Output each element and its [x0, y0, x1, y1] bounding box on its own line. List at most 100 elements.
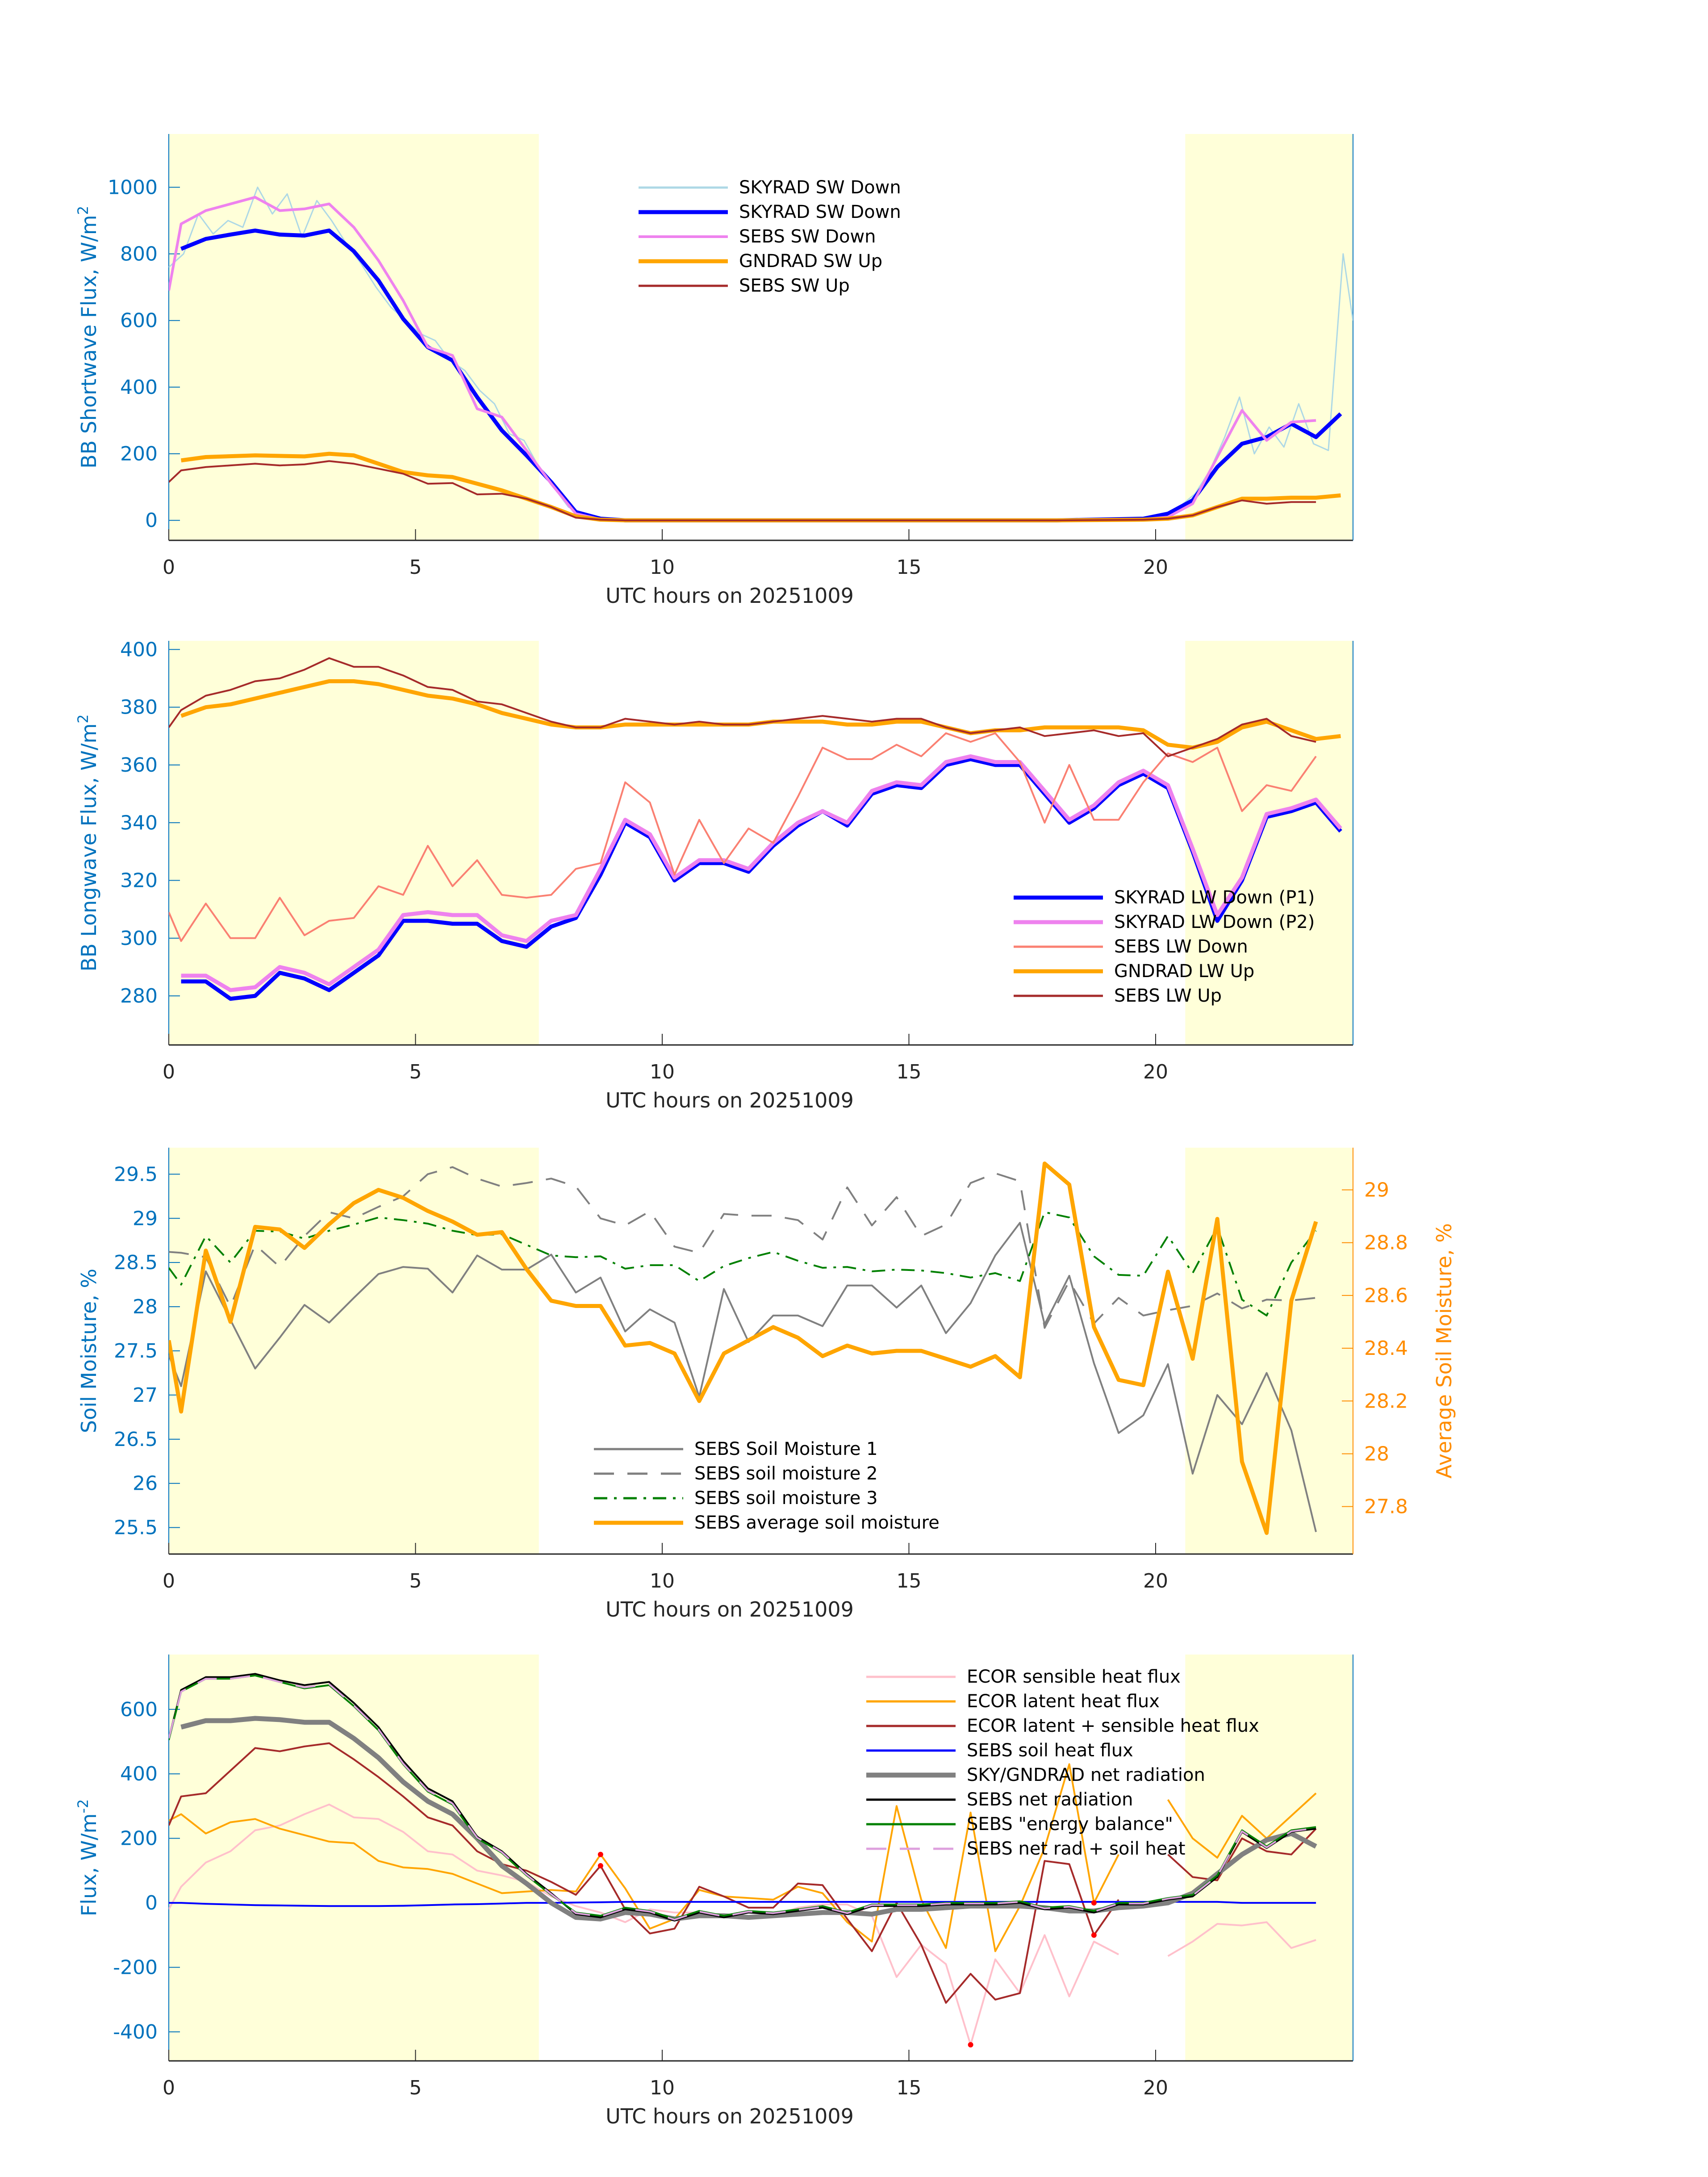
- y-tick-label: 26: [133, 1472, 158, 1495]
- data-flag-marker: [1091, 1900, 1097, 1906]
- y-axis-label-superscript: 2: [75, 714, 92, 723]
- y-tick-label: 400: [120, 638, 158, 661]
- x-axis-label: UTC hours on 20251009: [606, 584, 854, 608]
- legend-label: GNDRAD SW Up: [739, 251, 882, 272]
- y-axis-label: BB Shortwave Flux, W/m2: [75, 206, 101, 468]
- night-shade-region: [1185, 1148, 1353, 1554]
- series-line-sebs-lw-down: [169, 732, 1317, 942]
- y-tick-label: 27: [133, 1384, 158, 1407]
- y-tick-label: 280: [120, 985, 158, 1007]
- panel-energy-flux: 0 5 10 15 20 UTC hours on 20251009 -400 -200 0 20…: [75, 1655, 1353, 2128]
- series-line-sebs-soil-heat-flux: [169, 1901, 1316, 1907]
- y-tick-label: 400: [120, 1763, 158, 1785]
- y-tick-label: 0: [145, 509, 158, 532]
- series-line-sebs-lw-up: [169, 657, 1316, 757]
- x-tick-label: 5: [409, 1061, 422, 1083]
- x-tick-label: 20: [1143, 556, 1168, 579]
- x-tick-label: 0: [163, 1061, 175, 1083]
- y-axis-label-superscript: -2: [75, 1799, 92, 1813]
- legend-label: GNDRAD LW Up: [1114, 961, 1254, 982]
- y-tick-label-right: 29: [1364, 1179, 1389, 1202]
- legend-label: SEBS soil moisture 3: [694, 1488, 878, 1508]
- x-tick-label: 15: [897, 1061, 922, 1083]
- y-tick-label: 400: [120, 376, 158, 399]
- y-axis-label: Soil Moisture, %: [77, 1269, 101, 1433]
- legend-label: SEBS soil moisture 2: [694, 1463, 878, 1484]
- x-tick-label: 0: [163, 2077, 175, 2099]
- legend: SKYRAD LW Down (P1) SKYRAD LW Down (P2) SE…: [1014, 887, 1315, 1006]
- x-tick-label: 10: [650, 2077, 675, 2099]
- legend-label: SEBS net rad + soil heat: [967, 1839, 1186, 1859]
- x-tick-label: 15: [897, 556, 922, 579]
- y-axis-label: BB Longwave Flux, W/m2: [75, 714, 101, 971]
- legend-label: SEBS average soil moisture: [694, 1513, 940, 1533]
- y-tick-label-right: 28.8: [1364, 1232, 1408, 1254]
- series-line-sebs-average-soil-moisture: [169, 1162, 1318, 1535]
- y-tick-label: -400: [113, 2021, 158, 2043]
- x-tick-label: 10: [650, 1570, 675, 1592]
- night-shade-region: [169, 641, 539, 1045]
- series-line-sebs-net-rad-soil-heat: [169, 1674, 1316, 1921]
- data-flag-marker: [968, 2042, 973, 2047]
- legend-label: SEBS "energy balance": [967, 1814, 1173, 1834]
- y-tick-label: 340: [120, 811, 158, 834]
- x-tick-label: 5: [409, 2077, 422, 2099]
- legend-label: SKYRAD LW Down (P2): [1114, 912, 1315, 932]
- y-tick-label: 0: [145, 1892, 158, 1914]
- y-tick-label: 1000: [108, 176, 158, 199]
- x-axis-label: UTC hours on 20251009: [606, 2104, 854, 2128]
- y-tick-label: 28.5: [114, 1251, 158, 1274]
- y-tick-label: 29.5: [114, 1163, 158, 1186]
- legend: SKYRAD SW Down SKYRAD SW Down SEBS SW Down…: [639, 177, 901, 296]
- y-tick-label: 200: [120, 1827, 158, 1850]
- legend: SEBS Soil Moisture 1 SEBS soil moisture 2…: [594, 1439, 940, 1533]
- data-flag-marker: [1091, 1932, 1097, 1938]
- panel-shortwave: 0 5 10 15 20 UTC hours on 20251009 0 200 400 600 8…: [75, 134, 1353, 608]
- legend-label: SKYRAD SW Down: [739, 202, 901, 222]
- y-tick-label-right: 28: [1364, 1442, 1389, 1465]
- y-tick-label: 600: [120, 1698, 158, 1721]
- legend: ECOR sensible heat flux ECOR latent heat …: [866, 1667, 1259, 1859]
- night-shade-region: [169, 1655, 539, 2061]
- series-group: [169, 1673, 1317, 2047]
- y-tick-label: 380: [120, 696, 158, 719]
- series-line-sebs-net-radiation: [169, 1673, 1316, 1922]
- x-tick-label: 5: [409, 556, 422, 579]
- x-tick-label: 15: [897, 1570, 922, 1592]
- panel-longwave: 0 5 10 15 20 UTC hours on 20251009 280 300 320 34…: [75, 638, 1353, 1112]
- y-axis-label-right: Average Soil Moisture, %: [1432, 1223, 1456, 1479]
- legend-label: SKY/GNDRAD net radiation: [967, 1765, 1205, 1785]
- legend-label: ECOR latent heat flux: [967, 1691, 1160, 1712]
- legend-label: SKYRAD LW Down (P1): [1114, 887, 1315, 908]
- legend-label: SEBS soil heat flux: [967, 1740, 1133, 1761]
- night-shade-region: [1185, 1655, 1353, 2061]
- series-group: [169, 1162, 1318, 1535]
- y-axis-label-superscript: 2: [75, 206, 92, 215]
- series-line-sky-gndrad-net-radiation: [180, 1716, 1317, 1922]
- panel-soil-moisture: 0 5 10 15 20 UTC hours on 20251009 25.5 26 26.5 2…: [77, 1148, 1456, 1621]
- legend-label: SEBS LW Up: [1114, 986, 1222, 1006]
- y-tick-label-right: 28.6: [1364, 1284, 1408, 1307]
- legend-label: SKYRAD SW Down: [739, 177, 901, 198]
- y-tick-label-right: 28.4: [1364, 1337, 1408, 1360]
- y-tick-label: 300: [120, 927, 158, 950]
- series-group: [169, 657, 1342, 1001]
- series-group: [169, 186, 1353, 522]
- legend-label: SEBS LW Down: [1114, 936, 1248, 957]
- x-tick-label: 5: [409, 1570, 422, 1592]
- series-line-sebs-soil-moisture-2: [169, 1166, 1316, 1329]
- legend-label: SEBS SW Up: [739, 276, 850, 296]
- night-shade-region: [169, 134, 539, 540]
- x-tick-label: 10: [650, 1061, 675, 1083]
- y-tick-label: 320: [120, 869, 158, 892]
- y-tick-label: 28: [133, 1295, 158, 1318]
- y-tick-label: 27.5: [114, 1340, 158, 1362]
- legend-label: ECOR latent + sensible heat flux: [967, 1716, 1259, 1736]
- series-line-skyrad-lw-down-p2-: [181, 754, 1342, 992]
- x-tick-label: 0: [163, 556, 175, 579]
- y-tick-label: -200: [113, 1956, 158, 1979]
- y-tick-label-right: 28.2: [1364, 1390, 1408, 1412]
- x-axis-label: UTC hours on 20251009: [606, 1597, 854, 1621]
- y-tick-label: 25.5: [114, 1517, 158, 1539]
